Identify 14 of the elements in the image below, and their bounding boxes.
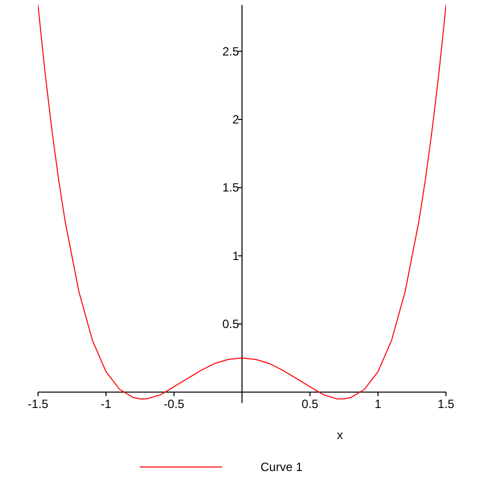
x-tick-label: -1 [100,397,112,412]
line-series [38,5,446,400]
x-tick-label: 0.5 [302,397,319,412]
y-tick-label: 1.5 [222,180,240,195]
y-tick-label: 1 [232,248,240,263]
x-tick-label: 1 [374,397,382,412]
x-axis-title: x [336,428,343,442]
x-tick-label: -1.5 [28,397,49,412]
x-tick-label: -0.5 [164,397,185,412]
x-tick-label: 1.5 [438,397,455,412]
text: Curve 1 [260,460,303,474]
y-tick-label: 2.5 [222,44,240,58]
y-tick-label: 2 [232,112,240,126]
y-tick-label: 0.5 [222,316,240,331]
